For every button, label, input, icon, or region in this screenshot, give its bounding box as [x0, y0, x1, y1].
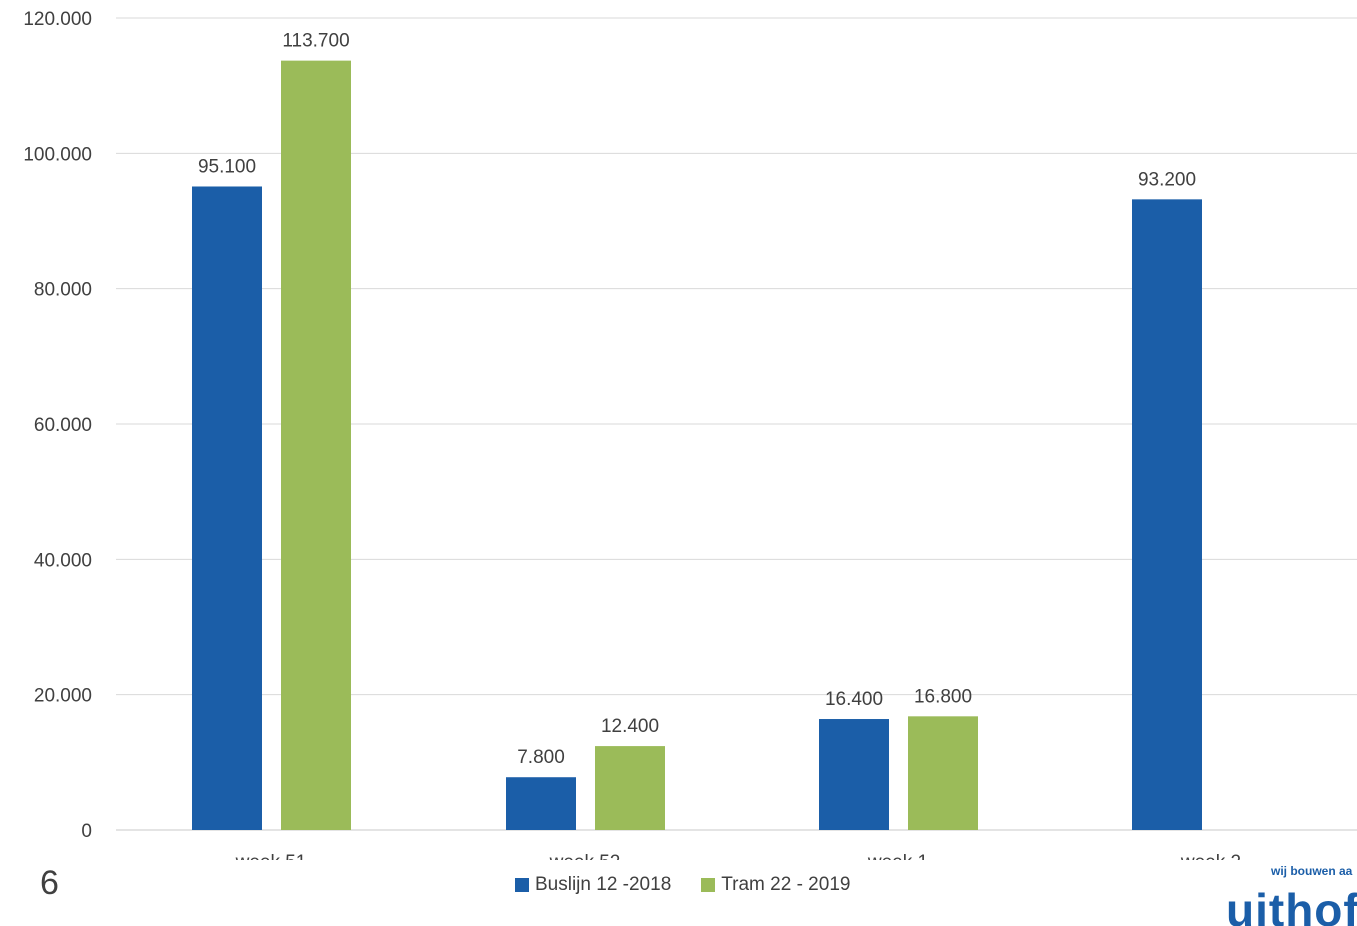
- data-label: 16.400: [825, 689, 883, 710]
- data-label: 95.100: [198, 156, 256, 177]
- bar-buslijn: [192, 186, 262, 831]
- bar-chart: 0 20.000 40.000 60.000 80.000 100.000 120.000 9…: [23, 9, 1357, 860]
- slide-number: 6: [40, 864, 59, 902]
- legend-label-tram: Tram 22 - 2019: [721, 874, 851, 895]
- bar-tram: [281, 60, 351, 830]
- bar-tram: [908, 716, 978, 830]
- bar-buslijn: [819, 719, 889, 830]
- y-tick-label: 40.000: [34, 550, 92, 571]
- x-tick-label: week 51: [235, 852, 307, 860]
- bar-tram: [595, 746, 665, 830]
- x-tick-label: week 52: [549, 852, 621, 860]
- logo-word-text: uithof: [1226, 884, 1357, 926]
- y-tick-label: 20.000: [34, 686, 92, 707]
- y-tick-label: 0: [81, 821, 92, 842]
- bar-buslijn: [1132, 199, 1202, 830]
- legend-swatch-buslijn: [515, 878, 529, 892]
- bar-buslijn: [506, 777, 576, 830]
- y-tick-label: 120.000: [23, 9, 92, 30]
- legend-swatch-tram: [701, 878, 716, 892]
- y-tick-label: 100.000: [23, 144, 92, 165]
- uithof-logo: uithof: [1220, 880, 1357, 926]
- data-label: 12.400: [601, 716, 659, 737]
- y-tick-label: 60.000: [34, 415, 92, 436]
- data-label: 16.800: [914, 686, 972, 707]
- data-label: 7.800: [517, 747, 565, 768]
- legend-label-buslijn: Buslijn 12 -2018: [535, 874, 672, 895]
- legend-item-tram: Tram 22 - 2019: [701, 874, 850, 896]
- data-label: 93.200: [1138, 169, 1196, 190]
- x-tick-label: week 2: [1180, 852, 1241, 860]
- y-tick-label: 80.000: [34, 280, 92, 301]
- legend-item-buslijn: Buslijn 12 -2018: [515, 874, 671, 896]
- x-tick-label: week 1: [867, 852, 928, 860]
- logo-tagline: wij bouwen aa: [1271, 864, 1353, 878]
- chart-legend: Buslijn 12 -2018 Tram 22 - 2019: [515, 874, 850, 896]
- data-label: 113.700: [282, 31, 349, 52]
